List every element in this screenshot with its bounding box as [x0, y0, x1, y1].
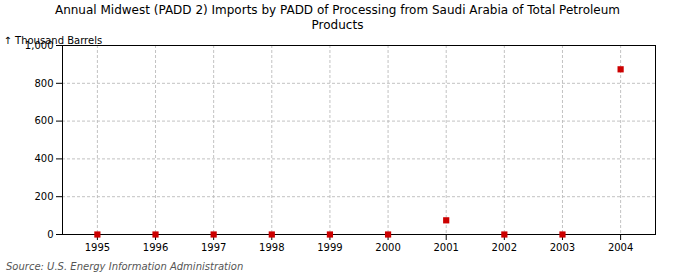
svg-text:1998: 1998 [259, 242, 284, 253]
html-text:Annual Midwest (PADD 2) Import: Annual Midwest (PADD 2) Imports by PADD … [54, 3, 620, 32]
svg-text:1996: 1996 [143, 242, 168, 253]
svg-text:2002: 2002 [492, 242, 517, 253]
svg-text:1997: 1997 [201, 242, 226, 253]
html-text:Source: U.S. Energy Informatio: Source: U.S. Energy Information Administ… [6, 261, 244, 272]
svg-text:2004: 2004 [608, 242, 633, 253]
svg-text:1995: 1995 [85, 242, 110, 253]
svg-text:2000: 2000 [375, 242, 400, 253]
svg-text:800: 800 [34, 78, 53, 89]
svg-text:0: 0 [47, 229, 53, 240]
svg-text:1999: 1999 [317, 242, 342, 253]
svg-text:2001: 2001 [433, 242, 458, 253]
svg-text:200: 200 [34, 191, 53, 202]
svg-text:600: 600 [34, 115, 53, 126]
svg-text:2003: 2003 [550, 242, 575, 253]
svg-text:400: 400 [34, 153, 53, 164]
svg-text:↑ Thousand Barrels: ↑ Thousand Barrels [4, 35, 103, 46]
